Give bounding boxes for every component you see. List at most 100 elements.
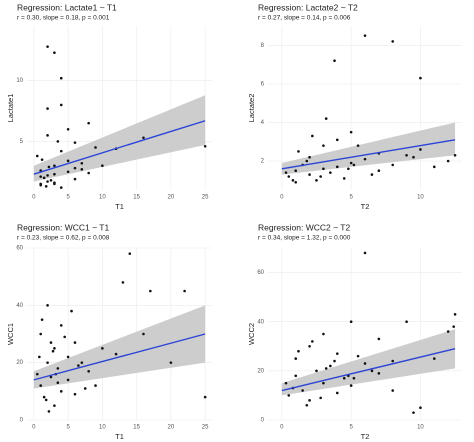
point xyxy=(432,165,436,169)
point xyxy=(59,186,63,189)
point xyxy=(412,155,415,159)
y-tick-label: 10 xyxy=(16,78,23,84)
chart-title: Regression: WCC1 ~ T1 xyxy=(17,222,109,232)
point xyxy=(101,164,104,168)
x-tick-label: 25 xyxy=(202,425,209,431)
point xyxy=(315,369,318,373)
x-tick-label: 10 xyxy=(417,195,424,201)
point xyxy=(51,349,55,353)
point xyxy=(329,364,332,368)
point xyxy=(297,349,300,353)
point xyxy=(294,374,298,378)
fit-line xyxy=(281,348,456,392)
point xyxy=(142,332,145,336)
point xyxy=(377,372,381,375)
point xyxy=(452,325,455,328)
point xyxy=(308,344,311,348)
point xyxy=(94,146,97,149)
chart-title: Regression: Lactate2 ~ T2 xyxy=(258,2,358,12)
point xyxy=(294,357,298,360)
y-tick-label: 2 xyxy=(261,159,265,165)
point xyxy=(319,175,322,178)
point xyxy=(405,153,408,157)
x-tick-label: 5 xyxy=(66,425,70,431)
point xyxy=(287,175,291,178)
point xyxy=(391,163,395,167)
point xyxy=(44,185,48,188)
point xyxy=(59,76,63,80)
fit-line xyxy=(33,333,206,381)
point xyxy=(73,177,77,181)
point xyxy=(149,289,152,293)
point xyxy=(370,173,374,176)
x-tick-label: 5 xyxy=(349,425,353,431)
point xyxy=(46,134,49,137)
point xyxy=(39,183,43,187)
point xyxy=(412,411,415,414)
point xyxy=(287,394,291,397)
point xyxy=(363,157,367,161)
point xyxy=(94,384,97,387)
x-axis-label: T2 xyxy=(361,202,370,211)
point xyxy=(46,304,49,307)
y-axis-label: Lactate2 xyxy=(247,94,256,123)
point xyxy=(46,361,49,364)
point xyxy=(66,355,70,359)
confidence-band xyxy=(33,305,206,389)
point xyxy=(315,179,318,182)
point xyxy=(49,341,53,344)
point xyxy=(40,158,44,161)
point xyxy=(322,144,325,147)
x-tick-label: 0 xyxy=(280,425,284,431)
point xyxy=(349,320,353,324)
point xyxy=(183,289,186,293)
point xyxy=(356,354,360,358)
y-tick-label: 5 xyxy=(20,139,24,145)
point xyxy=(56,367,60,370)
point xyxy=(40,318,44,321)
point xyxy=(203,395,207,399)
chart-subtitle: r = 0.34, slope = 1.32, p = 0.000 xyxy=(258,235,351,242)
point xyxy=(311,340,314,343)
y-tick-label: 0 xyxy=(20,418,24,424)
y-tick-label: 0 xyxy=(261,418,265,424)
point xyxy=(349,130,353,134)
point xyxy=(80,168,84,171)
point xyxy=(294,180,298,184)
point xyxy=(356,144,360,147)
point xyxy=(446,330,450,333)
confidence-band xyxy=(281,329,456,396)
point xyxy=(301,389,304,392)
point xyxy=(39,384,43,387)
x-tick-label: 10 xyxy=(417,425,424,431)
point xyxy=(322,381,325,385)
point xyxy=(53,51,56,55)
x-tick-label: 0 xyxy=(32,195,36,201)
x-tick-label: 10 xyxy=(99,425,106,431)
point xyxy=(391,389,395,392)
x-tick-label: 5 xyxy=(349,195,353,201)
point xyxy=(53,182,56,186)
point xyxy=(66,127,70,131)
chart-title: Regression: WCC2 ~ T2 xyxy=(258,222,350,232)
point xyxy=(349,384,353,387)
point xyxy=(35,154,39,158)
point xyxy=(305,403,309,407)
point xyxy=(377,337,381,341)
x-axis-label: T1 xyxy=(115,432,124,441)
x-tick-label: 5 xyxy=(66,195,70,201)
point xyxy=(66,170,70,174)
point xyxy=(44,398,48,402)
x-axis-label: T2 xyxy=(361,432,370,441)
point xyxy=(42,176,46,180)
point xyxy=(49,375,53,379)
point xyxy=(80,361,84,364)
y-tick-label: 8 xyxy=(261,43,265,49)
point xyxy=(73,166,77,170)
point xyxy=(342,177,346,180)
y-tick-label: 4 xyxy=(261,120,265,126)
y-axis-label: WCC1 xyxy=(6,323,15,345)
point xyxy=(142,136,145,140)
x-tick-label: 10 xyxy=(99,195,106,201)
